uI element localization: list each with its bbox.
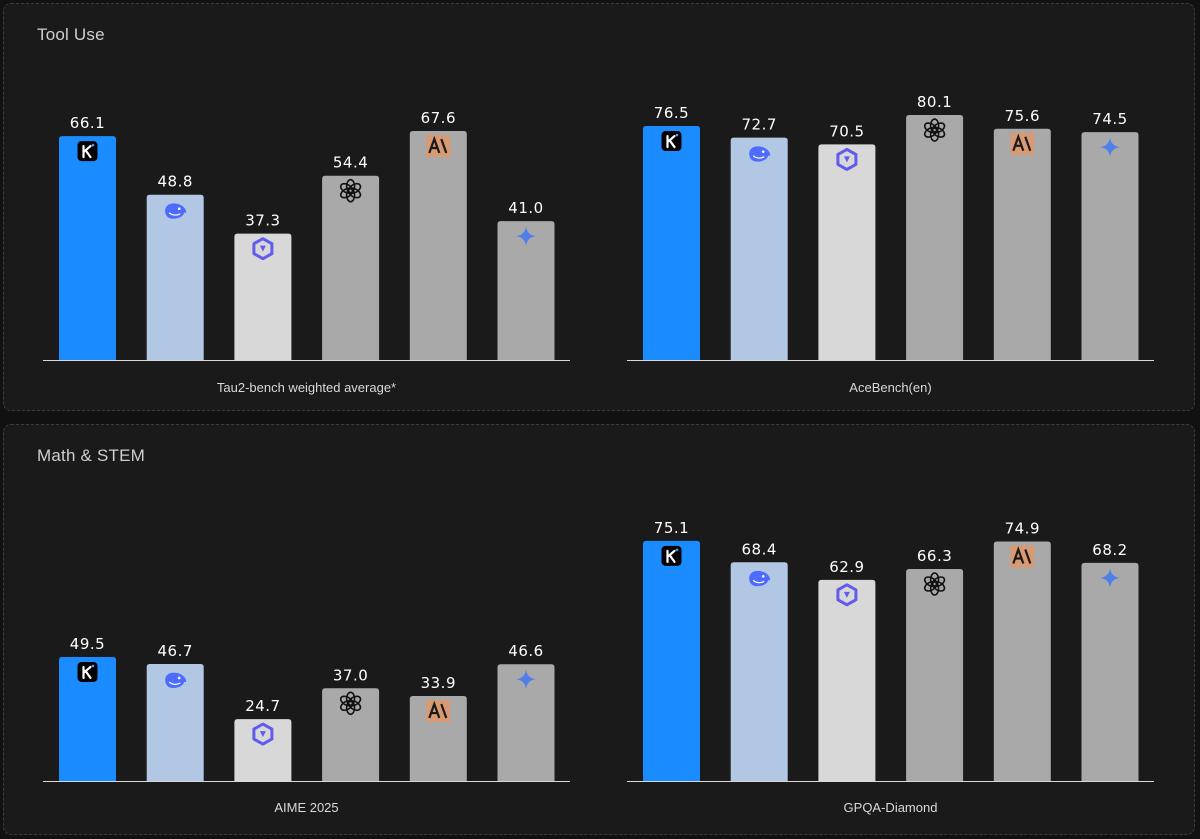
kimi-logo-icon (77, 661, 98, 682)
value-label: 37.3 (245, 212, 280, 230)
qwen-logo-icon (252, 237, 274, 261)
bar-gemini (1081, 562, 1139, 781)
value-label: 46.7 (157, 642, 192, 660)
anthropic-logo-icon (426, 700, 451, 723)
openai-logo-icon (923, 572, 946, 596)
value-label: 54.4 (333, 154, 368, 172)
bar-openai (322, 175, 380, 360)
section-title: Tool Use (37, 25, 105, 44)
gemini-logo-icon (516, 226, 536, 247)
deepseek-logo-icon (165, 672, 187, 688)
bar-gemini (1081, 132, 1139, 360)
bar-deepseek (730, 137, 788, 360)
gemini-logo-icon (1100, 137, 1120, 158)
bar-deepseek (146, 194, 204, 360)
bar-qwen (818, 579, 876, 781)
openai-logo-icon (339, 178, 362, 203)
bar-kimi (59, 656, 116, 781)
x-axis-label: Tau2-bench weighted average* (217, 380, 396, 395)
deepseek-logo-icon (165, 203, 187, 219)
bar-openai (906, 568, 964, 781)
bar-anthropic (993, 128, 1051, 360)
kimi-logo-icon (661, 131, 682, 152)
value-label: 67.6 (421, 109, 456, 127)
gemini-logo-icon (516, 669, 536, 690)
value-label: 41.0 (508, 199, 543, 217)
bar-kimi (643, 540, 700, 781)
bar-openai (906, 115, 964, 360)
value-label: 68.2 (1092, 541, 1127, 559)
deepseek-logo-icon (749, 570, 771, 587)
value-label: 75.6 (1005, 107, 1040, 125)
chart-0: 66.1 48.8 37.3 54.4 67.6 41.0 Tau2-bench weigh… (43, 109, 570, 395)
value-label: 66.1 (70, 114, 105, 132)
value-label: 70.5 (829, 122, 864, 140)
bar-gemini (497, 221, 555, 360)
bar-qwen (234, 233, 292, 360)
value-label: 48.8 (157, 173, 192, 191)
value-label: 76.5 (654, 104, 689, 122)
bar-deepseek (146, 663, 204, 781)
value-label: 66.3 (917, 547, 952, 565)
chart-3: 75.1 68.4 62.9 66.3 74.9 68.2 GPQA-Diamond (627, 519, 1154, 815)
bar-anthropic (993, 541, 1051, 781)
gemini-logo-icon (1100, 567, 1120, 588)
qwen-logo-icon (836, 147, 858, 171)
anthropic-logo-icon (1010, 545, 1035, 568)
anthropic-logo-icon (1010, 132, 1035, 155)
x-axis-label: GPQA-Diamond (844, 800, 938, 815)
bar-kimi (59, 136, 116, 360)
bar-anthropic (409, 696, 467, 781)
kimi-logo-icon (661, 545, 682, 566)
bar-deepseek (730, 562, 788, 781)
x-axis-label: AceBench(en) (849, 380, 931, 395)
value-label: 33.9 (421, 674, 456, 692)
bar-qwen (234, 719, 292, 781)
bar-openai (322, 688, 380, 781)
value-label: 72.7 (741, 116, 776, 134)
qwen-logo-icon (836, 583, 858, 607)
value-label: 74.9 (1005, 519, 1040, 537)
bar-qwen (818, 144, 876, 360)
qwen-logo-icon (252, 722, 274, 746)
x-axis-label: AIME 2025 (274, 800, 338, 815)
bar-anthropic (409, 131, 467, 360)
value-label: 62.9 (829, 558, 864, 576)
openai-logo-icon (339, 691, 362, 716)
chart-2: 49.5 46.7 24.7 37.0 33.9 46.6 AIME 2025 (43, 635, 570, 815)
anthropic-logo-icon (426, 135, 451, 158)
value-label: 80.1 (917, 93, 952, 111)
bar-gemini (497, 664, 555, 781)
value-label: 49.5 (70, 635, 105, 653)
value-label: 74.5 (1092, 110, 1127, 128)
value-label: 46.6 (508, 642, 543, 660)
bar-kimi (643, 126, 700, 360)
value-label: 37.0 (333, 666, 368, 684)
kimi-logo-icon (77, 141, 98, 162)
value-label: 75.1 (654, 519, 689, 537)
value-label: 24.7 (245, 697, 280, 715)
deepseek-logo-icon (749, 146, 771, 162)
openai-logo-icon (923, 118, 946, 142)
chart-1: 76.5 72.7 70.5 80.1 75.6 74.5 AceBench(en) (627, 93, 1154, 395)
section-title: Math & STEM (37, 446, 146, 465)
value-label: 68.4 (741, 540, 776, 558)
